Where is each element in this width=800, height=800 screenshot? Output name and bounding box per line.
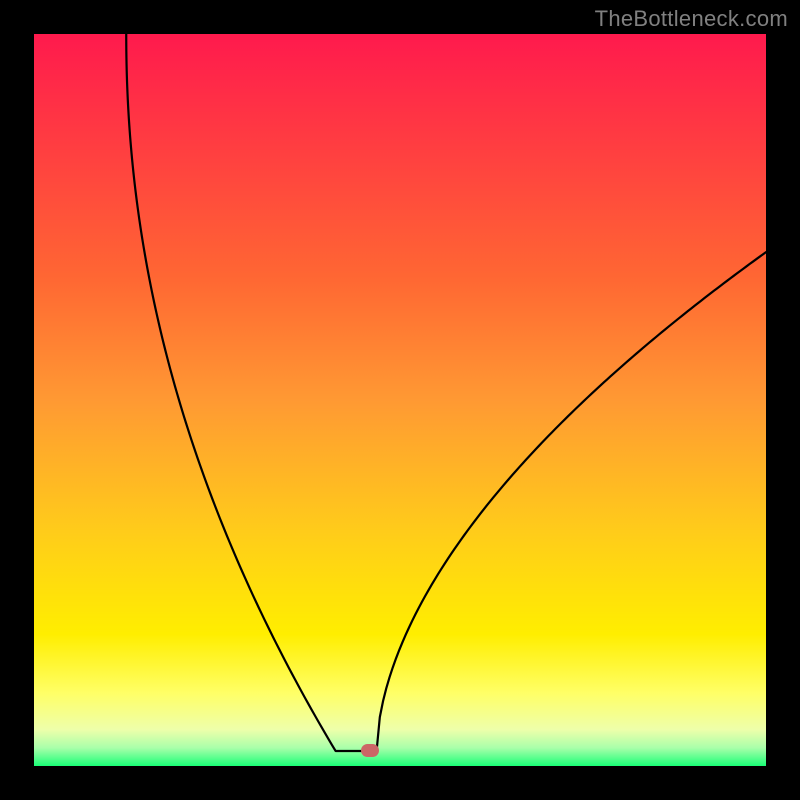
chart-minimum-marker — [361, 744, 379, 757]
chart-plot-area — [34, 34, 766, 766]
chart-curve-path — [126, 34, 766, 751]
watermark-text: TheBottleneck.com — [595, 6, 788, 32]
chart-curve — [34, 34, 766, 766]
